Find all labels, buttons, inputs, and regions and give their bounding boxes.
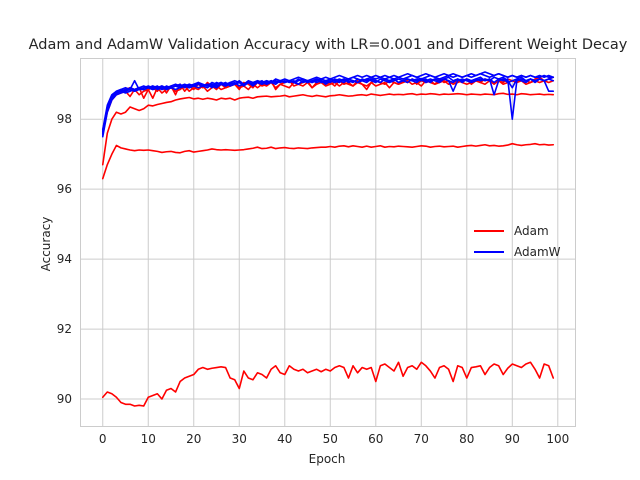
x-tick-label: 0 — [99, 432, 107, 446]
x-tick-label: 70 — [414, 432, 429, 446]
x-tick-label: 100 — [546, 432, 569, 446]
series-line-adam — [101, 92, 555, 166]
y-tick-labels: 90 92 94 96 98 — [57, 112, 72, 406]
chart-title: Adam and AdamW Validation Accuracy with … — [29, 37, 628, 53]
legend-label-adamw: AdamW — [514, 245, 561, 259]
y-tick-label: 92 — [57, 322, 72, 336]
series-layer — [101, 71, 555, 407]
x-tick-label: 80 — [459, 432, 474, 446]
y-tick-label: 98 — [57, 112, 72, 126]
legend: Adam AdamW — [474, 224, 561, 259]
x-axis-title: Epoch — [309, 452, 346, 466]
y-tick-label: 96 — [57, 182, 72, 196]
x-tick-label: 20 — [186, 432, 201, 446]
plot-frame — [80, 58, 576, 427]
x-tick-label: 30 — [232, 432, 247, 446]
y-tick-label: 90 — [57, 392, 72, 406]
x-tick-label: 90 — [505, 432, 520, 446]
series-line-adam — [101, 79, 555, 134]
x-tick-label: 50 — [323, 432, 338, 446]
series-line-adam — [101, 361, 555, 407]
y-tick-label: 94 — [57, 252, 72, 266]
series-line-adamw — [101, 78, 555, 133]
x-tick-label: 40 — [277, 432, 292, 446]
x-tick-label: 10 — [141, 432, 156, 446]
x-tick-labels: 0 10 20 30 40 50 60 70 80 90 100 — [99, 432, 569, 446]
y-axis-title: Accuracy — [39, 217, 53, 272]
legend-label-adam: Adam — [514, 224, 549, 238]
series-line-adam — [101, 142, 555, 180]
x-tick-label: 60 — [368, 432, 383, 446]
grid-lines — [80, 58, 576, 427]
